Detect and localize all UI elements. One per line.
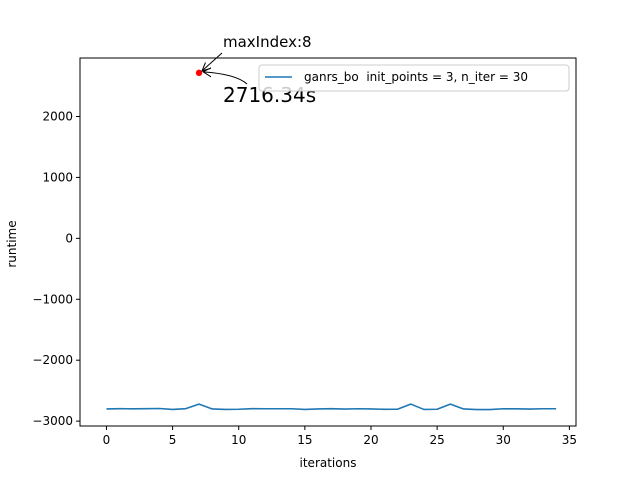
y-tick-label: 2000 [42, 109, 73, 123]
y-tick-label: −1000 [32, 292, 73, 306]
series-line-0 [106, 403, 557, 411]
x-tick-label: 25 [429, 433, 444, 447]
axes: 0 5 10 15 20 25 30 35 −3000 −2000 −1000 0 1000 2000 [32, 57, 577, 447]
max-point [195, 69, 203, 77]
x-tick-label: 35 [562, 433, 577, 447]
max-index-arrow-shaft [201, 52, 223, 72]
legend-label: ganrs_bo init_points = 3, n_iter = 30 [304, 70, 528, 84]
y-tick-label: −3000 [32, 414, 73, 428]
max-value-arrow [202, 67, 248, 85]
x-tick-label: 0 [103, 433, 111, 447]
y-axis-label: runtime [5, 220, 19, 267]
max-value-arrow-head [202, 67, 212, 78]
max-value-arrow-shaft [203, 71, 248, 85]
x-tick-label: 20 [363, 433, 378, 447]
y-tick-label: −2000 [32, 353, 73, 367]
y-tick-label: 0 [65, 231, 73, 245]
plot-area [106, 69, 557, 411]
x-tick-label: 15 [297, 433, 312, 447]
x-tick-label: 30 [496, 433, 511, 447]
x-tick-label: 10 [231, 433, 246, 447]
x-axis-label: iterations [300, 456, 357, 470]
axes-frame [79, 57, 577, 427]
legend-box [258, 64, 570, 92]
max-index-annotation: maxIndex:8 [223, 33, 312, 51]
y-tick-label: 1000 [42, 170, 73, 184]
legend: ganrs_bo init_points = 3, n_iter = 30 [258, 64, 570, 92]
x-tick-label: 5 [169, 433, 177, 447]
